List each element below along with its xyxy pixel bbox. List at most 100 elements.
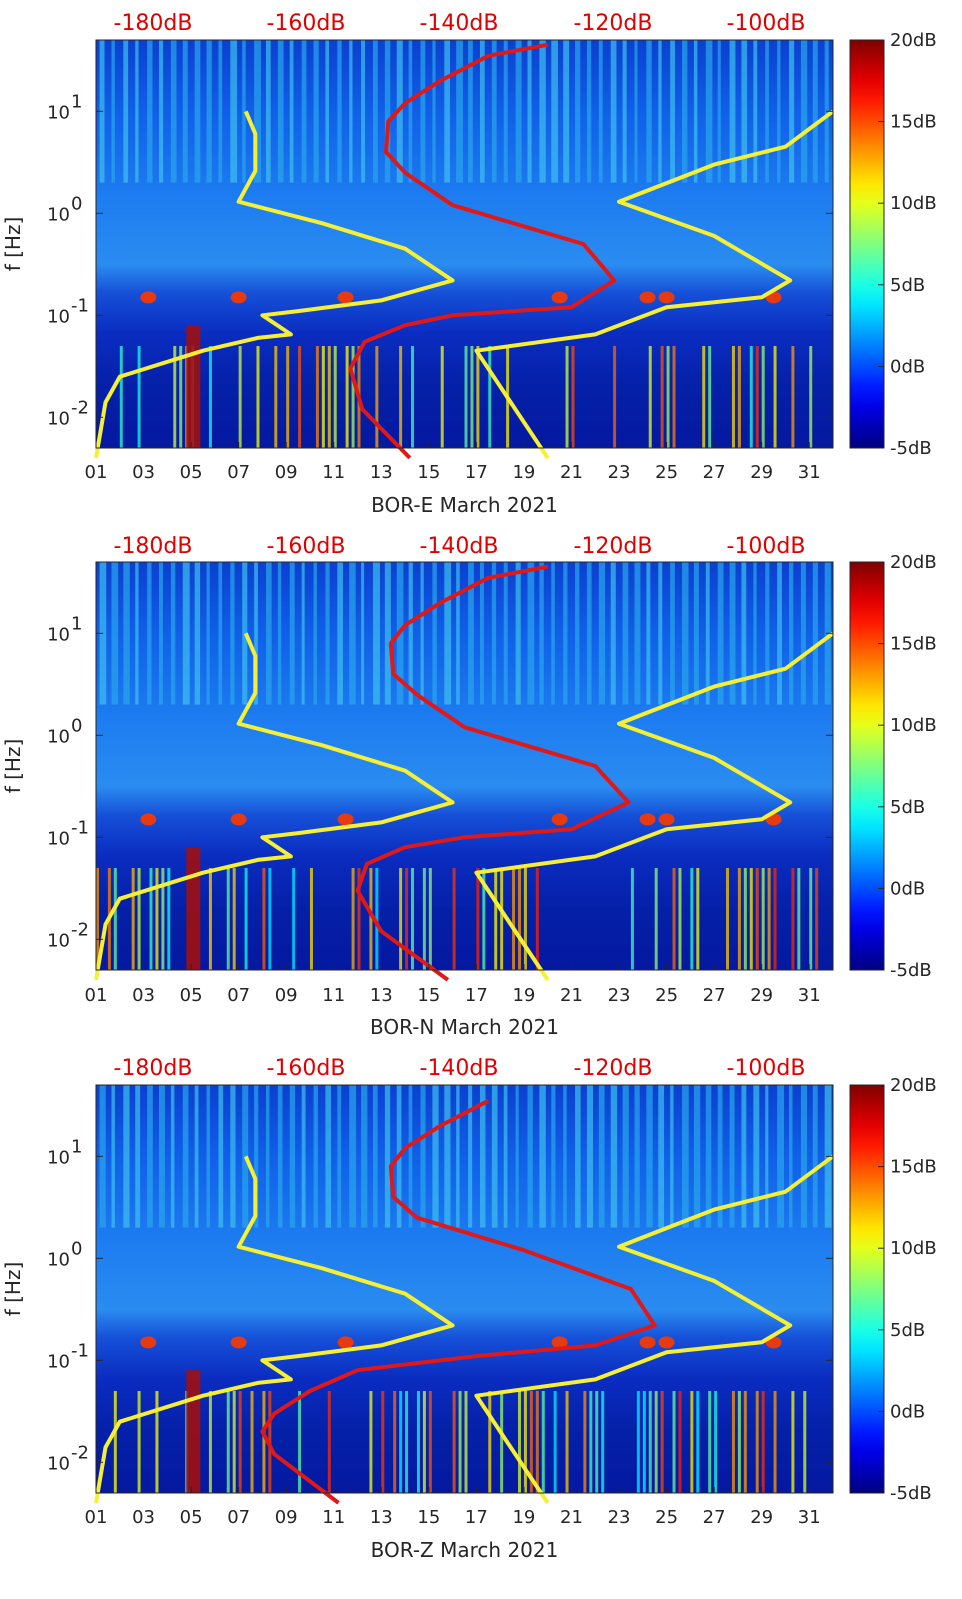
x-tick-label: 05 — [180, 1507, 203, 1528]
x-tick-label: 27 — [703, 1507, 726, 1528]
x-tick-label: 01 — [85, 1507, 108, 1528]
y-axis-label: f [Hz] — [1, 739, 25, 794]
x-tick-label: 23 — [608, 985, 631, 1006]
y-tick-exponent: -1 — [71, 817, 89, 838]
colorbar-tick-label: 5dB — [890, 275, 925, 296]
x-tick-label: 07 — [227, 1507, 250, 1528]
x-tick-label: 29 — [750, 1507, 773, 1528]
x-tick-label: 15 — [417, 985, 440, 1006]
event-band-day5 — [186, 1370, 201, 1493]
colorbar-tick-label: 10dB — [890, 715, 937, 736]
colorbar-tick-label: -5dB — [890, 1483, 932, 1504]
colorbar-tick-label: 0dB — [890, 1401, 925, 1422]
x-tick-label: 31 — [798, 1507, 821, 1528]
y-tick-exponent: 1 — [71, 91, 82, 112]
y-tick-label: 10 — [47, 102, 70, 123]
y-tick-label: 10 — [47, 726, 70, 747]
yellow-noise-model-high — [474, 1154, 835, 1505]
x-tick-label: 13 — [370, 462, 393, 483]
y-tick-exponent: -2 — [71, 919, 89, 940]
x-tick-label: 21 — [560, 1507, 583, 1528]
x-tick-label: 13 — [370, 985, 393, 1006]
x-tick-label: 01 — [85, 462, 108, 483]
yellow-noise-model-low — [94, 632, 455, 981]
colorbar-tick-label: 20dB — [890, 552, 937, 573]
x-tick-label: 23 — [608, 462, 631, 483]
top-db-label: -100dB — [727, 1056, 806, 1081]
top-db-label: -180dB — [114, 11, 193, 36]
colorbar-tick-label: 5dB — [890, 1320, 925, 1341]
colorbar-tick-label: 20dB — [890, 1075, 937, 1096]
x-tick-label: 07 — [227, 985, 250, 1006]
top-db-label: -100dB — [727, 534, 806, 559]
x-tick-label: 09 — [275, 462, 298, 483]
x-tick-label: 19 — [512, 462, 535, 483]
y-tick-label: 10 — [47, 1249, 70, 1270]
top-db-label: -120dB — [574, 11, 653, 36]
y-tick-exponent: -2 — [71, 1442, 89, 1463]
colorbar-tick-label: 0dB — [890, 878, 925, 899]
y-tick-label: 10 — [47, 828, 70, 849]
y-tick-label: 10 — [47, 408, 70, 429]
spectrogram-stripes — [99, 1085, 832, 1228]
y-tick-label: 10 — [47, 1453, 70, 1474]
y-axis-label: f [Hz] — [1, 217, 25, 272]
x-tick-label: 21 — [560, 462, 583, 483]
x-tick-label: 05 — [180, 985, 203, 1006]
top-db-label: -120dB — [574, 1056, 653, 1081]
y-tick-exponent: -1 — [71, 1340, 89, 1361]
colorbar-tick-label: -5dB — [890, 438, 932, 459]
top-db-label: -100dB — [727, 11, 806, 36]
x-tick-label: 31 — [798, 462, 821, 483]
red-median-psd-curve — [260, 1099, 657, 1505]
colorbar — [849, 39, 885, 449]
x-tick-label: 19 — [512, 985, 535, 1006]
colorbar — [849, 1084, 885, 1494]
red-median-psd-curve — [355, 564, 631, 982]
x-tick-label: 03 — [132, 985, 155, 1006]
event-band-day5 — [186, 325, 201, 448]
x-axis-label: BOR-E March 2021 — [371, 493, 558, 517]
x-tick-label: 13 — [370, 1507, 393, 1528]
event-band-day5 — [186, 847, 201, 970]
colorbar-tick-label: -5dB — [890, 960, 932, 981]
y-tick-label: 10 — [47, 306, 70, 327]
colorbar — [849, 561, 885, 971]
y-tick-exponent: -1 — [71, 295, 89, 316]
x-axis-label: BOR-Z March 2021 — [371, 1538, 559, 1562]
y-tick-exponent: 0 — [71, 1238, 82, 1259]
x-tick-label: 11 — [322, 985, 345, 1006]
yellow-noise-model-low — [94, 110, 455, 459]
spectrogram-lowfreq-bands — [119, 346, 813, 448]
y-tick-label: 10 — [47, 1147, 70, 1168]
x-tick-label: 17 — [465, 1507, 488, 1528]
colorbar-tick-label: 15dB — [890, 634, 937, 655]
y-tick-label: 10 — [47, 204, 70, 225]
top-db-label: -140dB — [420, 534, 499, 559]
microseism-patches — [140, 1336, 782, 1349]
x-tick-label: 01 — [85, 985, 108, 1006]
x-tick-label: 27 — [703, 462, 726, 483]
plot-frame — [95, 1084, 834, 1494]
yellow-noise-model-high — [474, 109, 835, 460]
x-tick-label: 29 — [750, 985, 773, 1006]
spectrogram-lowfreq-bands — [113, 1391, 807, 1493]
colorbar-tick-label: 20dB — [890, 30, 937, 51]
plot-frame — [95, 561, 834, 971]
x-tick-label: 31 — [798, 985, 821, 1006]
x-tick-label: 05 — [180, 462, 203, 483]
top-db-label: -180dB — [114, 534, 193, 559]
y-tick-label: 10 — [47, 624, 70, 645]
top-db-label: -120dB — [574, 534, 653, 559]
y-axis-label: f [Hz] — [1, 1262, 25, 1317]
yellow-noise-model-low — [94, 1155, 455, 1504]
colorbar-tick-label: 10dB — [890, 1238, 937, 1259]
red-median-psd-curve — [348, 42, 617, 460]
x-tick-label: 17 — [465, 985, 488, 1006]
x-tick-label: 29 — [750, 462, 773, 483]
